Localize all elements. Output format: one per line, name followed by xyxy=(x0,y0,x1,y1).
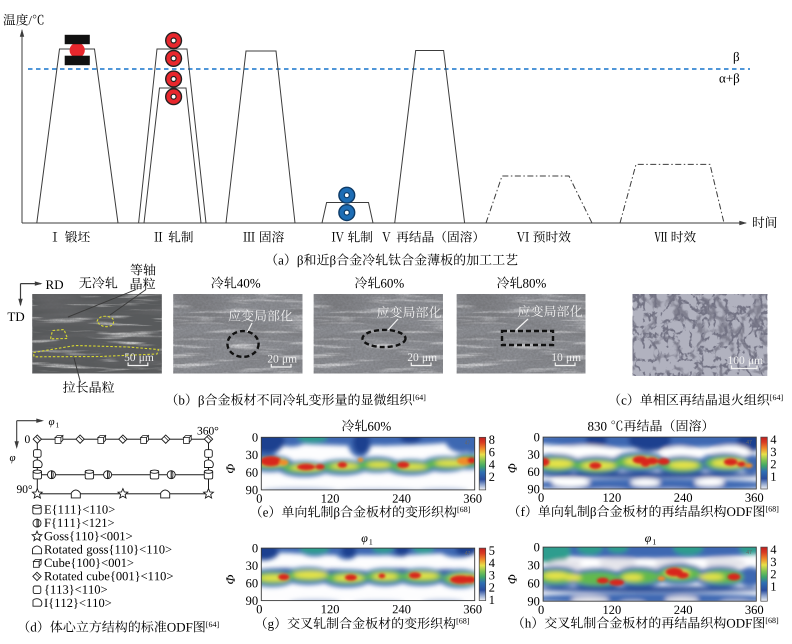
svg-text:47: 47 xyxy=(746,440,752,446)
svg-text:47: 47 xyxy=(746,550,752,556)
svg-text:47: 47 xyxy=(465,440,471,446)
svg-text:47: 47 xyxy=(465,551,471,557)
